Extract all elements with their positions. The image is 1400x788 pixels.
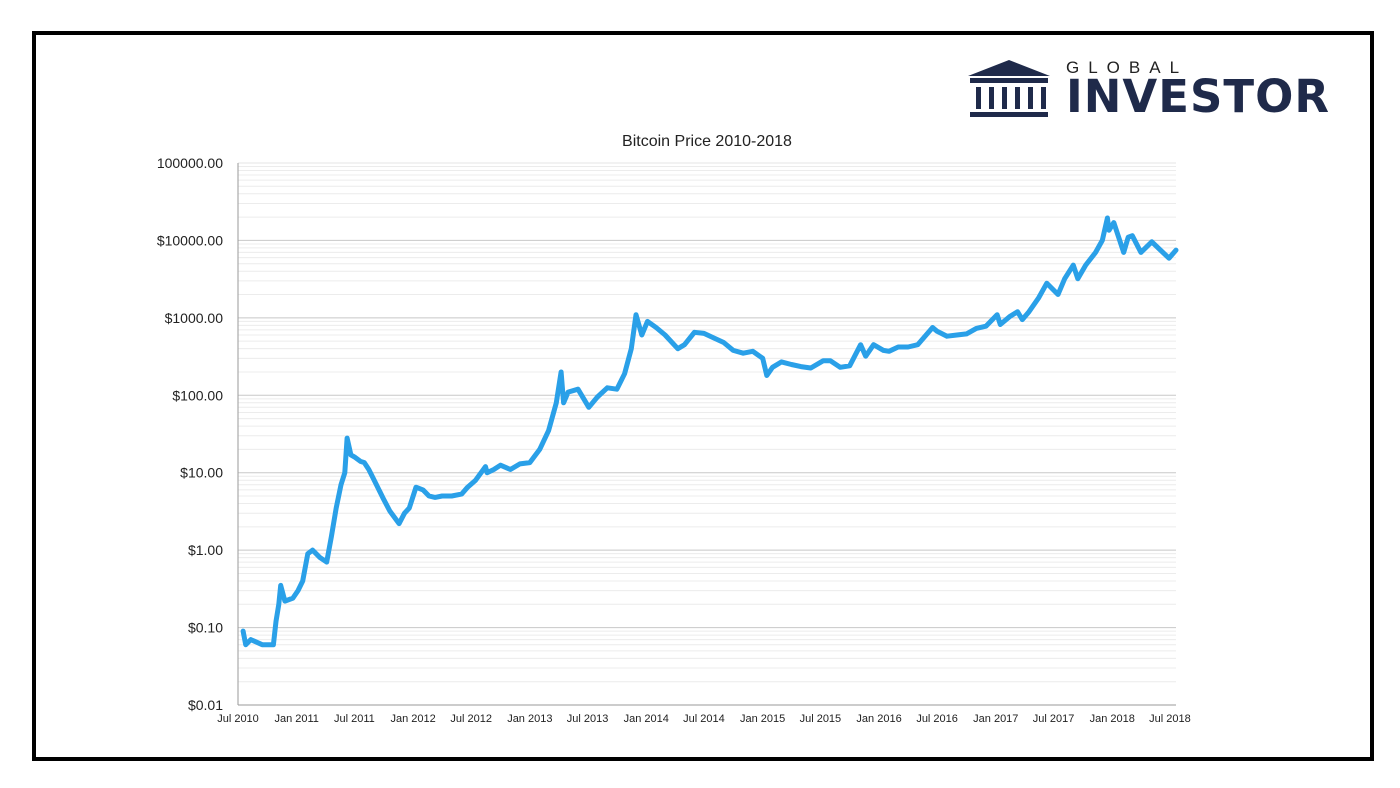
x-tick-label: Jul 2011 <box>334 713 375 725</box>
x-tick-label: Jul 2016 <box>916 713 958 725</box>
bank-building-icon <box>966 58 1052 125</box>
x-tick-label: Jul 2012 <box>450 713 492 725</box>
y-tick-label: $0.10 <box>188 620 223 636</box>
x-tick-label: Jul 2017 <box>1033 713 1075 725</box>
x-tick-label: Jul 2014 <box>683 713 725 725</box>
brand-name-small: GLOBAL <box>1066 58 1189 77</box>
chart-title: Bitcoin Price 2010-2018 <box>622 133 792 150</box>
x-tick-label: Jan 2011 <box>274 713 318 725</box>
chart-grid <box>237 162 1176 706</box>
y-tick-label: $1000.00 <box>165 310 224 326</box>
series-line-bitcoin-price <box>240 215 1179 648</box>
x-tick-label: Jan 2017 <box>973 713 1018 725</box>
y-axis-ticks: $0.01 $0.10 $1.00 $10.00 $100.00 $1000.00 $100… <box>157 155 223 713</box>
y-tick-label: $100.00 <box>172 387 223 403</box>
brand-name-big: INVESTOR <box>1066 70 1330 123</box>
y-tick-label: $1.00 <box>188 542 223 558</box>
x-tick-label: Jan 2016 <box>856 713 901 725</box>
y-tick-label: 100000.00 <box>157 155 223 171</box>
x-tick-label: Jan 2014 <box>624 713 669 725</box>
y-tick-label: $10.00 <box>180 465 223 481</box>
x-tick-label: Jan 2013 <box>507 713 552 725</box>
x-tick-label: Jul 2015 <box>800 713 842 725</box>
x-tick-label: Jul 2013 <box>567 713 609 725</box>
brand-logo: GLOBAL INVESTOR <box>966 56 1346 125</box>
y-tick-label: $10000.00 <box>157 232 223 248</box>
y-tick-label: $0.01 <box>188 697 223 713</box>
x-tick-label: Jul 2018 <box>1149 713 1191 725</box>
x-axis-ticks: Jul 2010 Jan 2011 Jul 2011 Jan 2012 Jul 2012… <box>217 713 1191 725</box>
x-tick-label: Jan 2012 <box>390 713 435 725</box>
x-tick-label: Jul 2010 <box>217 713 259 725</box>
x-tick-label: Jan 2018 <box>1090 713 1135 725</box>
x-tick-label: Jan 2015 <box>740 713 785 725</box>
